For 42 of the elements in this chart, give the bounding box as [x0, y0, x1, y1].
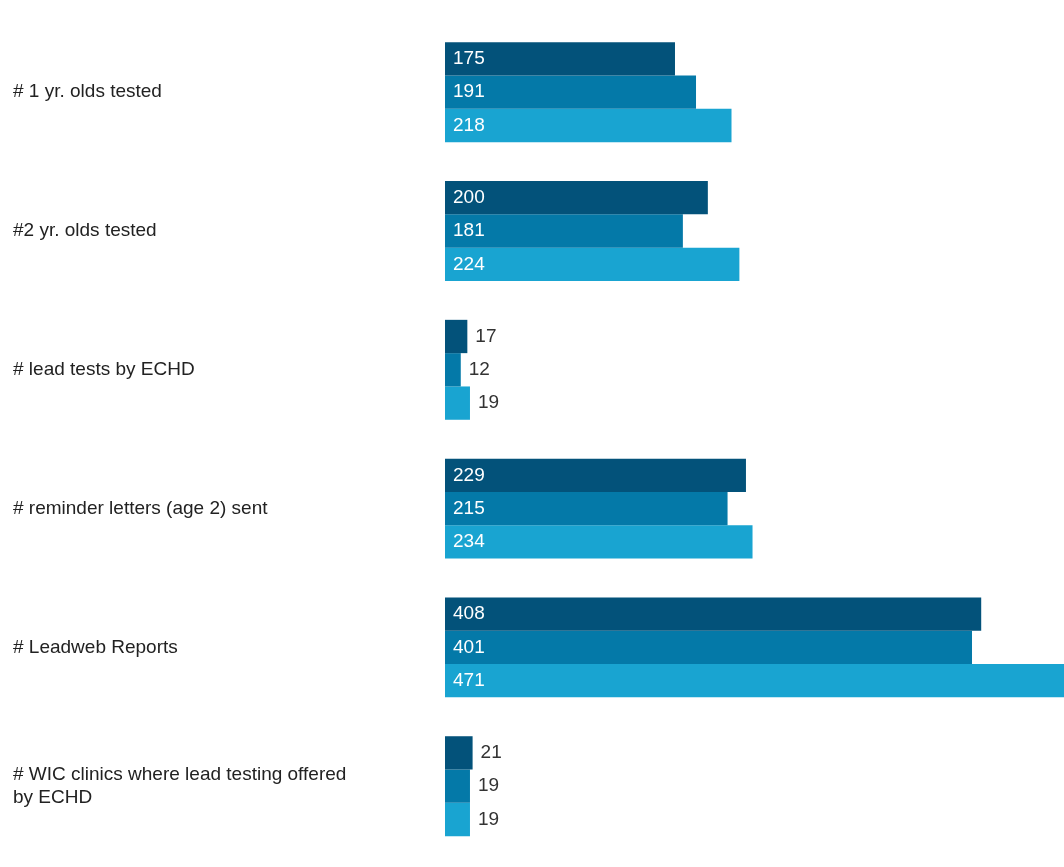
bar: [445, 802, 470, 837]
bar: [445, 386, 470, 420]
data-label: 408: [453, 602, 485, 624]
data-label: 191: [453, 80, 485, 102]
data-label: 17: [475, 324, 497, 346]
bar: [445, 319, 468, 354]
data-label: 234: [453, 530, 486, 552]
bar: [445, 664, 1064, 698]
data-label: 21: [480, 741, 502, 763]
y-tick-label: # Leadweb Reports: [13, 635, 178, 657]
bar: [445, 214, 683, 248]
y-tick-label: # WIC clinics where lead testing offered by ECHD: [13, 763, 347, 807]
bar: [445, 458, 746, 492]
bar: [445, 353, 461, 387]
bar: [445, 769, 470, 803]
data-label: 224: [453, 252, 486, 274]
y-tick-label: # lead tests by ECHD: [13, 358, 195, 380]
data-label: 12: [468, 358, 490, 380]
data-label: 175: [453, 47, 485, 69]
data-label: 215: [453, 496, 485, 518]
data-label: 471: [453, 668, 485, 690]
bar: [445, 75, 697, 109]
bar: [445, 597, 982, 631]
data-label: 401: [453, 635, 485, 657]
bar: [445, 42, 675, 76]
data-label: 19: [477, 807, 500, 829]
y-tick-label: #2 yr. olds tested: [13, 219, 157, 241]
y-tick-label: # 1 yr. olds tested: [13, 80, 162, 102]
bar: [445, 108, 732, 143]
bar: [445, 491, 728, 526]
bar: [445, 630, 972, 665]
data-label: 200: [453, 185, 485, 207]
bar: [445, 181, 708, 215]
data-label: 218: [453, 113, 485, 135]
bar: [445, 736, 473, 770]
bar: [445, 247, 740, 281]
data-label: 229: [453, 463, 485, 485]
data-label: 19: [477, 391, 500, 413]
bar: [445, 525, 753, 559]
data-label: 181: [453, 219, 485, 241]
data-label: 19: [477, 774, 500, 796]
y-tick-label: # reminder letters (age 2) sent: [13, 496, 269, 518]
